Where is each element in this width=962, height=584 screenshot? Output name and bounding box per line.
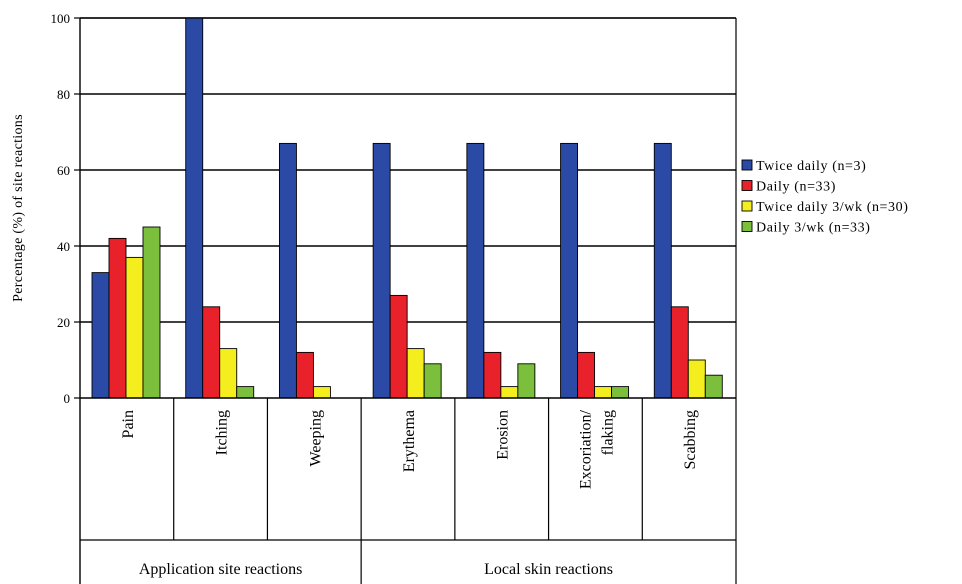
legend-swatch-1 (741, 159, 753, 171)
bar-2-2 (202, 306, 221, 399)
category-label-line: Erosion (495, 410, 512, 460)
bar-4-1 (142, 226, 161, 399)
category-label-3: Weeping (307, 410, 324, 466)
category-label-5: Erosion (495, 410, 512, 460)
bar-1-7 (653, 142, 672, 399)
y-tick-label: 0 (64, 391, 71, 406)
category-label-line: Itching (214, 410, 231, 455)
y-axis-ticks: 0 20 40 60 80 100 (51, 11, 71, 406)
bar-2-1 (108, 237, 127, 399)
y-tick-label: 80 (57, 87, 70, 102)
group-labels: Application site reactions Local skin rea… (139, 561, 613, 578)
bar-2-7 (670, 306, 689, 399)
category-label-7: Scabbing (682, 410, 699, 470)
legend-swatch-2 (741, 180, 753, 191)
category-label-1: Pain (120, 410, 137, 438)
bar-3-7 (687, 359, 706, 399)
bar-1-4 (372, 142, 391, 399)
legend-label-4: Daily 3/wk (n=33) (756, 221, 871, 236)
category-label-line: Pain (120, 410, 137, 438)
legend-label-1: Twice daily (n=3) (756, 159, 866, 174)
bar-4-4 (423, 363, 442, 399)
bar-3-5 (500, 386, 519, 399)
y-tick-label: 20 (57, 315, 70, 330)
bar-2-5 (483, 351, 502, 399)
bar-2-6 (577, 351, 596, 399)
bar-1-2 (185, 17, 204, 399)
bar-1-1 (91, 272, 110, 399)
bar-4-6 (611, 386, 630, 399)
category-label-line: Excoriation/ (577, 409, 594, 489)
legend-swatch-4 (741, 221, 753, 232)
legend-label-2: Daily (n=33) (756, 180, 836, 195)
y-tick-label: 60 (57, 163, 70, 178)
y-tick-label: 40 (57, 239, 70, 254)
bar-2-4 (389, 294, 408, 399)
bar-1-6 (560, 142, 579, 399)
bar-3-1 (125, 256, 144, 399)
bar-4-5 (517, 363, 536, 399)
category-label-line: Scabbing (682, 410, 699, 470)
bar-3-6 (594, 386, 613, 399)
bar-2-3 (295, 351, 314, 399)
y-axis-label: Percentage (%) of site reactions (11, 114, 26, 302)
category-labels: Pain Itching Weeping Erythema Erosion Excoria… (120, 409, 699, 489)
gridlines (80, 17, 736, 323)
bar-3-4 (406, 348, 425, 399)
bar-1-3 (278, 142, 297, 399)
bars (91, 17, 723, 399)
plot-frame (74, 17, 737, 584)
legend-swatch-3 (741, 200, 753, 212)
category-label-line: Weeping (307, 410, 324, 466)
bar-3-2 (219, 348, 238, 399)
category-label-4: Erythema (401, 410, 418, 472)
bar-1-5 (466, 142, 485, 399)
group-label-2: Local skin reactions (484, 561, 613, 578)
category-label-6: Excoriation/flaking (577, 409, 616, 489)
y-tick-label: 100 (51, 11, 71, 26)
category-label-line: Erythema (401, 410, 418, 472)
legend-label-3: Twice daily 3/wk (n=30) (756, 200, 909, 215)
bar-4-7 (704, 374, 723, 399)
category-label-2: Itching (214, 410, 231, 455)
category-label-line: flaking (599, 410, 616, 455)
legend: Twice daily (n=3) Daily (n=33) Twice daily… (741, 159, 909, 236)
bar-3-3 (312, 386, 331, 399)
group-label-1: Application site reactions (139, 561, 303, 578)
bar-4-2 (236, 386, 255, 399)
